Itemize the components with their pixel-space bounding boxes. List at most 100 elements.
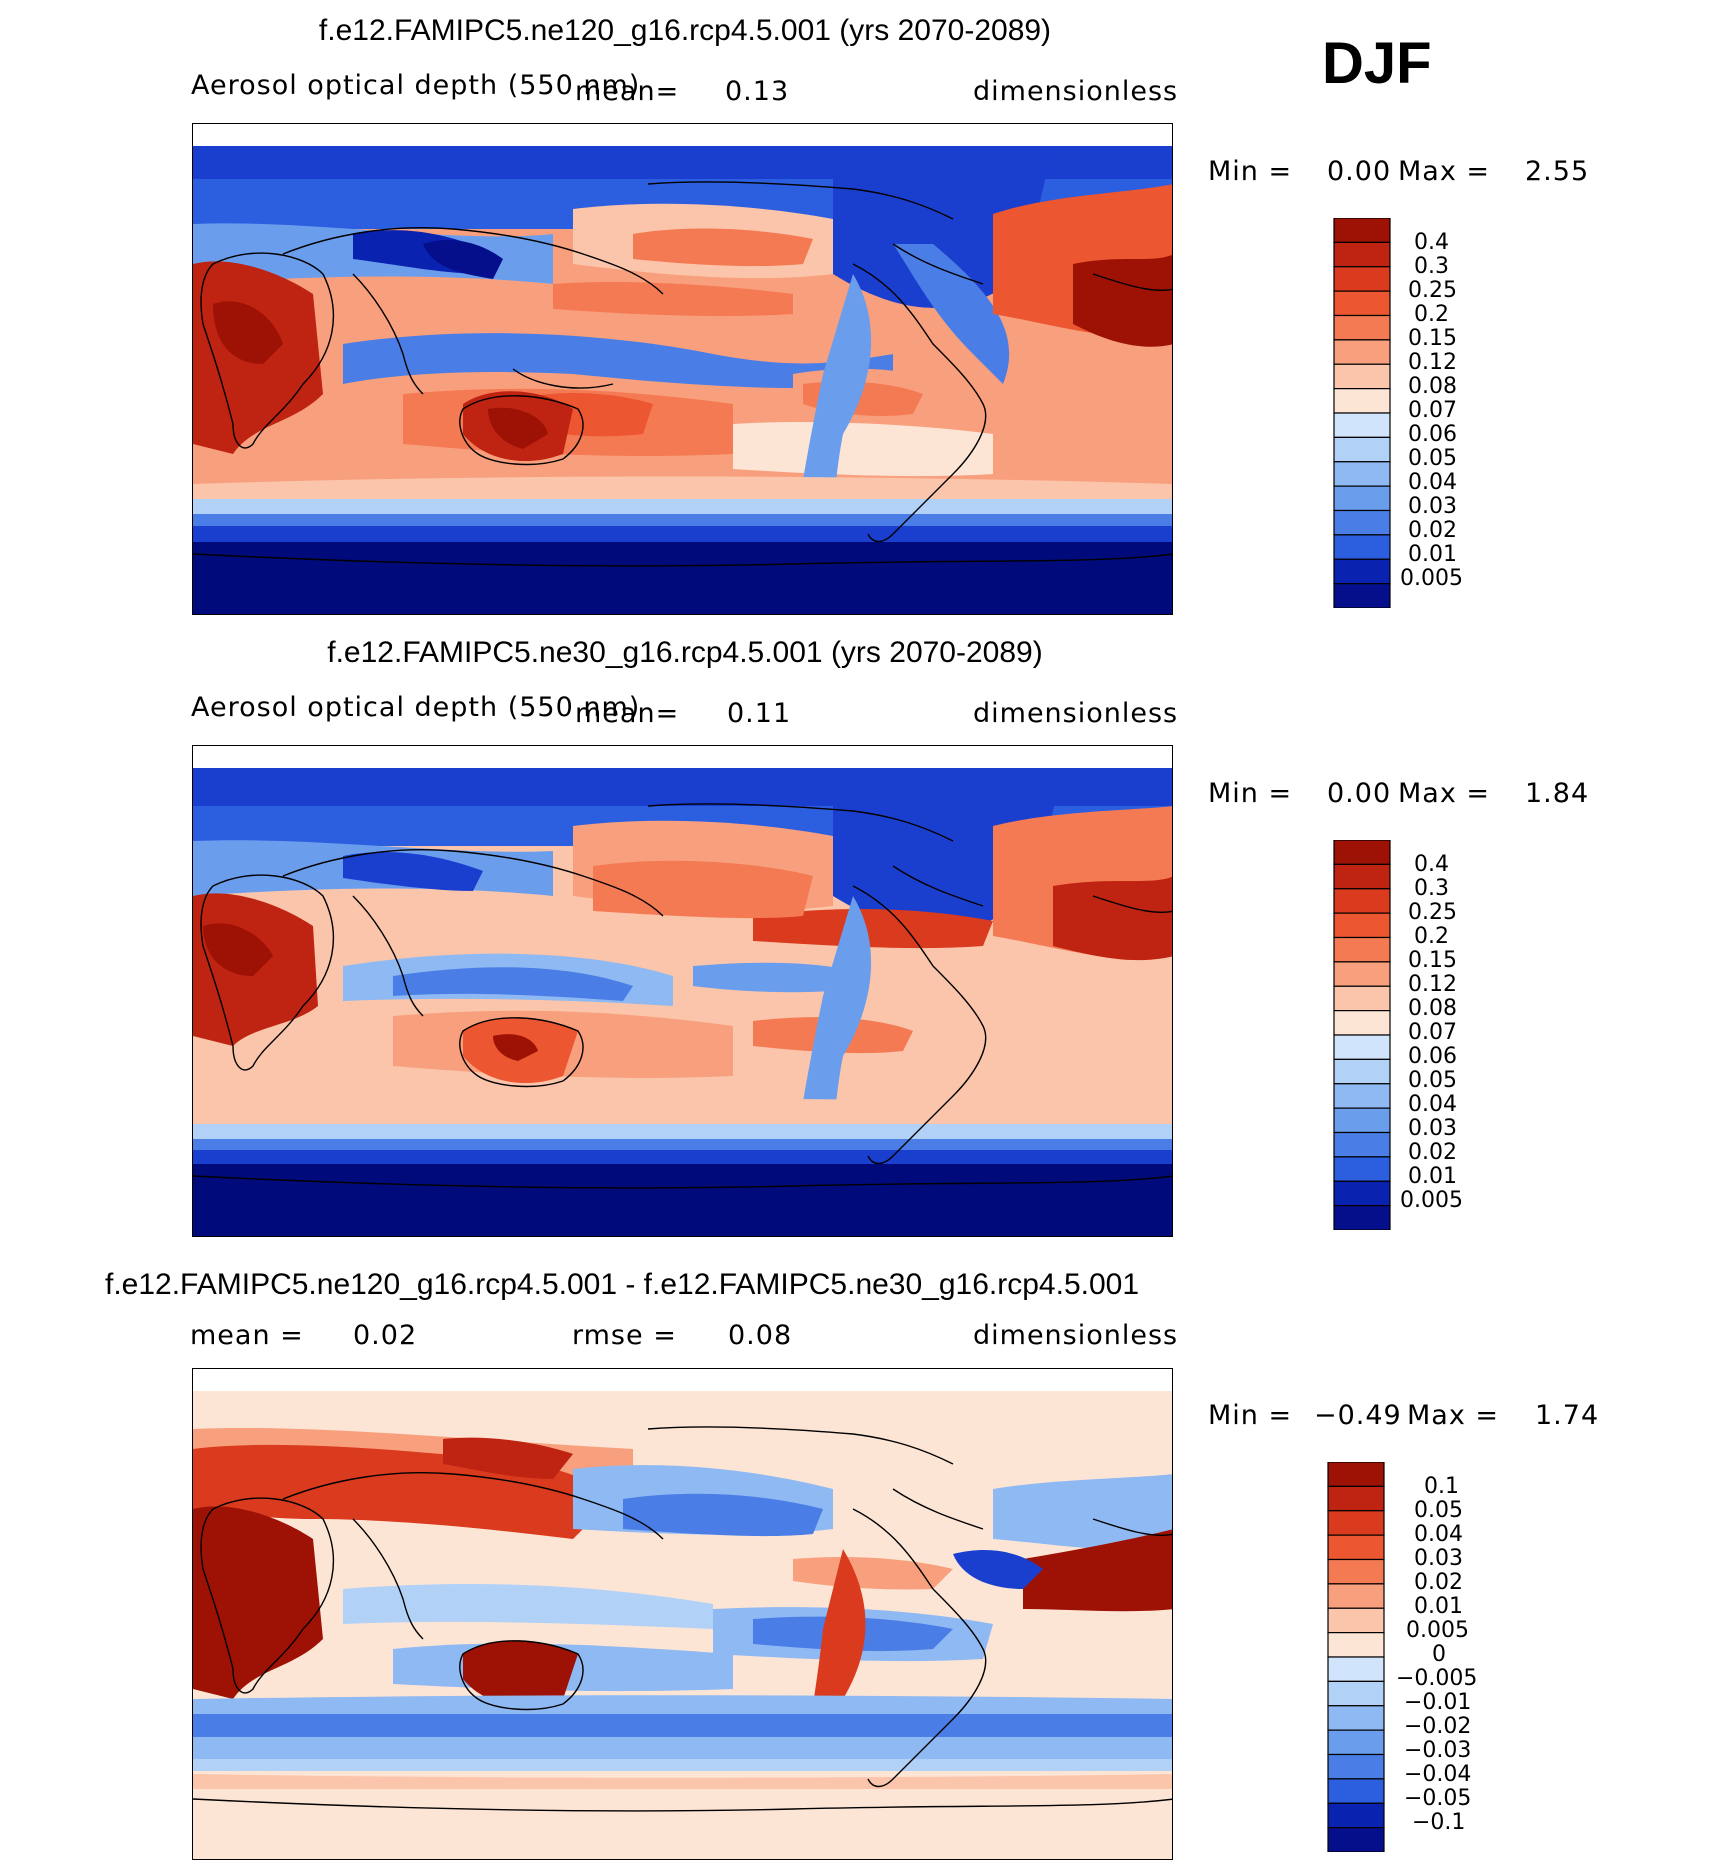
panel2-colorbar-label-14: 0.005 xyxy=(1400,1188,1463,1213)
panel3-colorbar-label-14: −0.1 xyxy=(1412,1810,1466,1835)
colorbar-swatch xyxy=(1327,1705,1385,1731)
panel1-colorbar-label-7: 0.07 xyxy=(1408,398,1457,423)
panel3-title: f.e12.FAMIPC5.ne120_g16.rcp4.5.001 - f.e… xyxy=(105,1268,1140,1301)
panel2-max-label: Max = xyxy=(1398,778,1491,809)
colorbar-swatch xyxy=(1327,1802,1385,1829)
colorbar-swatch xyxy=(1327,1753,1385,1780)
panel3-colorbar-label-4: 0.02 xyxy=(1414,1570,1463,1595)
panel2-colorbar-swatches xyxy=(1333,839,1391,1231)
panel3-min-value: −0.49 xyxy=(1314,1400,1402,1431)
panel2-min-value: 0.00 xyxy=(1327,778,1392,809)
panel2-colorbar-label-5: 0.12 xyxy=(1408,972,1457,997)
panel3-colorbar-label-10: −0.02 xyxy=(1404,1714,1472,1739)
panel2-colorbar-label-9: 0.05 xyxy=(1408,1068,1457,1093)
panel2-colorbar-label-12: 0.02 xyxy=(1408,1140,1457,1165)
panel1-colorbar-label-2: 0.25 xyxy=(1408,278,1457,303)
panel3-colorbar-label-13: −0.05 xyxy=(1404,1786,1472,1811)
colorbar-swatch xyxy=(1333,1083,1391,1109)
panel3-max-label: Max = xyxy=(1407,1400,1500,1431)
panel2-colorbar-label-13: 0.01 xyxy=(1408,1164,1457,1189)
panel3-units: dimensionless xyxy=(973,1320,1179,1351)
panel2-colorbar-label-4: 0.15 xyxy=(1408,948,1457,973)
panel1-max-label: Max = xyxy=(1398,156,1491,187)
panel1-title: f.e12.FAMIPC5.ne120_g16.rcp4.5.001 (yrs … xyxy=(318,14,1052,47)
colorbar-swatch xyxy=(1333,863,1391,890)
colorbar-swatch xyxy=(1333,388,1391,414)
colorbar-swatch xyxy=(1333,461,1391,487)
panel1-colorbar-label-1: 0.3 xyxy=(1414,254,1449,279)
colorbar-swatch xyxy=(1327,1534,1385,1561)
panel3-mean-value: 0.02 xyxy=(353,1320,418,1351)
colorbar-swatch xyxy=(1333,485,1391,512)
panel1-colorbar-label-6: 0.08 xyxy=(1408,374,1457,399)
colorbar-swatch xyxy=(1333,1058,1391,1085)
colorbar-swatch xyxy=(1333,339,1391,365)
panel1-min-label: Min = xyxy=(1208,156,1293,187)
panel1-colorbar-label-14: 0.005 xyxy=(1400,566,1463,591)
panel1-colorbar-label-8: 0.06 xyxy=(1408,422,1457,447)
colorbar-swatch xyxy=(1327,1778,1385,1804)
panel3-colorbar-label-11: −0.03 xyxy=(1404,1738,1472,1763)
panel2-colorbar-label-0: 0.4 xyxy=(1414,852,1449,877)
colorbar-swatch xyxy=(1333,583,1391,609)
panel1-map xyxy=(192,123,1173,615)
panel3-rmse-label: rmse = xyxy=(572,1320,677,1351)
colorbar-swatch xyxy=(1327,1558,1385,1585)
panel3-colorbar-label-0: 0.1 xyxy=(1424,1474,1459,1499)
panel2-variable: Aerosol optical depth (550 nm) xyxy=(191,692,641,723)
colorbar-swatch xyxy=(1333,509,1391,536)
colorbar-swatch xyxy=(1333,912,1391,939)
panel2-max-value: 1.84 xyxy=(1525,778,1590,809)
panel1-colorbar-label-13: 0.01 xyxy=(1408,542,1457,567)
colorbar-swatch xyxy=(1327,1680,1385,1707)
panel3-colorbar-label-1: 0.05 xyxy=(1414,1498,1463,1523)
panel1-colorbar xyxy=(1333,217,1391,613)
colorbar-swatch xyxy=(1333,1180,1391,1207)
panel2-colorbar-label-2: 0.25 xyxy=(1408,900,1457,925)
panel2-colorbar xyxy=(1333,839,1391,1235)
panel2-min-label: Min = xyxy=(1208,778,1293,809)
panel1-colorbar-label-12: 0.02 xyxy=(1408,518,1457,543)
colorbar-swatch xyxy=(1327,1461,1385,1487)
panel2-mean-value: 0.11 xyxy=(727,698,792,729)
panel1-colorbar-label-0: 0.4 xyxy=(1414,230,1449,255)
colorbar-swatch xyxy=(1333,290,1391,317)
panel1-max-value: 2.55 xyxy=(1525,156,1590,187)
colorbar-swatch xyxy=(1327,1656,1385,1682)
panel2-colorbar-label-7: 0.07 xyxy=(1408,1020,1457,1045)
panel3-max-value: 1.74 xyxy=(1535,1400,1600,1431)
colorbar-swatch xyxy=(1333,1131,1391,1158)
colorbar-swatch xyxy=(1333,1010,1391,1036)
panel1-map-field xyxy=(193,124,1172,614)
panel3-colorbar-label-6: 0.005 xyxy=(1406,1618,1469,1643)
colorbar-swatch xyxy=(1327,1729,1385,1756)
panel3-colorbar-label-2: 0.04 xyxy=(1414,1522,1463,1547)
colorbar-swatch xyxy=(1333,314,1391,341)
colorbar-swatch xyxy=(1333,412,1391,438)
panel3-colorbar-label-5: 0.01 xyxy=(1414,1594,1463,1619)
panel1-colorbar-label-9: 0.05 xyxy=(1408,446,1457,471)
colorbar-swatch xyxy=(1333,961,1391,987)
panel3-colorbar-label-7: 0 xyxy=(1432,1642,1446,1667)
colorbar-swatch xyxy=(1333,436,1391,463)
colorbar-swatch xyxy=(1327,1485,1385,1512)
panel2-colorbar-label-1: 0.3 xyxy=(1414,876,1449,901)
panel3-colorbar-swatches xyxy=(1327,1461,1385,1853)
panel3-colorbar-label-9: −0.01 xyxy=(1404,1690,1472,1715)
panel3-colorbar-label-12: −0.04 xyxy=(1404,1762,1472,1787)
colorbar-swatch xyxy=(1333,1034,1391,1060)
panel1-colorbar-label-4: 0.15 xyxy=(1408,326,1457,351)
colorbar-swatch xyxy=(1327,1583,1385,1609)
panel1-mean-value: 0.13 xyxy=(725,76,790,107)
panel3-min-label: Min = xyxy=(1208,1400,1293,1431)
colorbar-swatch xyxy=(1333,985,1391,1012)
colorbar-swatch xyxy=(1333,363,1391,390)
colorbar-swatch xyxy=(1327,1632,1385,1658)
panel3-mean-label: mean = xyxy=(190,1320,304,1351)
colorbar-swatch xyxy=(1333,839,1391,865)
panel1-mean-label: mean= xyxy=(575,76,680,107)
panel2-units: dimensionless xyxy=(973,698,1179,729)
colorbar-swatch xyxy=(1327,1827,1385,1853)
panel1-colorbar-swatches xyxy=(1333,217,1391,609)
colorbar-swatch xyxy=(1327,1510,1385,1536)
